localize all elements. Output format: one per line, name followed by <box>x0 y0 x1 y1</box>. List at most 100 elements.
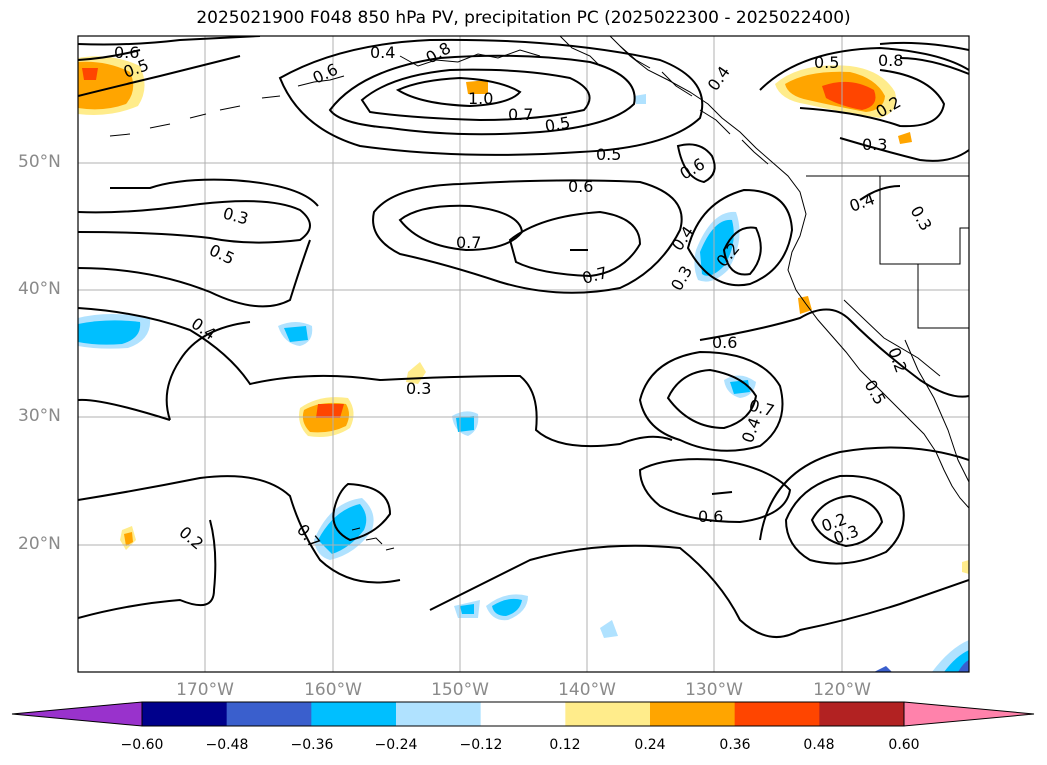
colorbar-tick: −0.24 <box>374 737 418 753</box>
contour-ring-2 <box>360 68 591 122</box>
contour-band-6 <box>78 475 401 584</box>
colorbar-tick: 0.48 <box>803 737 835 753</box>
precip-negative-se2 <box>874 666 892 672</box>
lon-label-150w: 150°W <box>431 680 489 700</box>
contour-nw-2 <box>78 36 261 46</box>
map-plot-area: 0.6 0.5 0.4 0.8 0.6 1.0 0.7 0.5 0.4 0.5 … <box>78 36 969 672</box>
precip-negative-se-dark <box>958 660 969 672</box>
colorbar-tick: −0.60 <box>120 737 164 753</box>
contour-label: 0.7 <box>456 233 481 252</box>
contour-label: 0.6 <box>712 333 737 352</box>
contour-label: 0.3 <box>862 135 887 154</box>
precip-negative-w-core <box>78 320 141 345</box>
contour-band-5 <box>165 321 251 421</box>
contour-ne-4 <box>879 41 969 75</box>
map-gridlines <box>78 36 969 672</box>
precip-small-ne <box>898 132 912 144</box>
lon-label-120w: 120°W <box>813 680 871 700</box>
precip-negative-f-core <box>700 219 734 276</box>
map-frame <box>77 35 970 673</box>
contour-band-9 <box>78 398 171 421</box>
colorbar-extend-right <box>903 701 1035 727</box>
contour-loop-se-2 <box>810 494 884 548</box>
map-title: 2025021900 F048 850 hPa PV, precipitatio… <box>196 8 851 28</box>
precip-small-a <box>466 80 488 94</box>
contour-ring-5 <box>372 179 683 294</box>
lat-label-50n: 50°N <box>18 152 61 172</box>
lon-label-160w: 160°W <box>304 680 362 700</box>
colorbar-cell <box>650 702 736 726</box>
contour-label: 0.6 <box>114 43 139 62</box>
contour-ne-3 <box>839 137 969 162</box>
colorbar-cell <box>734 702 820 726</box>
colorbar-tick: −0.12 <box>459 737 503 753</box>
colorbar-tick: 0.60 <box>888 737 920 753</box>
colorbar-cell <box>396 702 482 726</box>
contour-label: 0.5 <box>814 53 839 72</box>
contour-label: 0.5 <box>596 145 621 164</box>
contour-label: 0.4 <box>370 43 395 62</box>
colorbar-tick: 0.24 <box>634 737 666 753</box>
colorbar-cell <box>480 702 566 726</box>
contour-east-1 <box>699 308 969 398</box>
contour-band-10 <box>429 544 969 638</box>
precip-red-ne <box>822 81 876 110</box>
precip-small-d <box>798 296 812 314</box>
lon-label-140w: 140°W <box>558 680 616 700</box>
precip-negative-a-core <box>284 326 308 342</box>
contour-loop-sw-2 <box>666 368 758 430</box>
coastlines <box>109 36 969 551</box>
contour-loop-se <box>784 474 905 565</box>
contour-band-2 <box>110 178 319 207</box>
lat-label-30n: 30°N <box>18 406 61 426</box>
pv-contours <box>78 36 969 638</box>
colorbar-cells <box>141 701 905 727</box>
precip-red-mid <box>316 404 344 418</box>
lon-label-170w: 170°W <box>176 680 234 700</box>
contour-east-4 <box>722 226 762 276</box>
contour-loop-se-3 <box>759 446 969 541</box>
contour-label: 0.3 <box>406 379 431 398</box>
contour-band-7 <box>78 519 217 619</box>
contour-band-3 <box>78 239 311 308</box>
precip-negative-i <box>634 94 646 104</box>
lat-label-40n: 40°N <box>18 279 61 299</box>
contour-label: 1.0 <box>468 89 493 108</box>
colorbar-tick: 0.12 <box>549 737 581 753</box>
precip-negative-b-core <box>456 416 474 432</box>
contour-loop-sw-4 <box>711 491 733 495</box>
lon-label-130w: 130°W <box>685 680 743 700</box>
precip-negative-d-core <box>460 604 474 614</box>
contour-ne-2 <box>799 69 946 128</box>
contour-nw-3 <box>78 49 141 61</box>
precip-negative-e-core <box>492 598 522 616</box>
contour-label: 0.7 <box>508 105 533 124</box>
colorbar-cell <box>311 702 397 726</box>
precip-red-nw <box>82 68 98 80</box>
colorbar-cell <box>226 702 312 726</box>
contour-label: 0.5 <box>543 113 571 136</box>
precip-small-e <box>962 560 969 574</box>
colorbar-tick: 0.36 <box>719 737 751 753</box>
contour-east-3 <box>676 143 716 184</box>
contour-ne-1 <box>759 46 969 91</box>
contour-ring-4 <box>278 38 704 156</box>
colorbar-tick: −0.48 <box>205 737 249 753</box>
contour-ring-3 <box>395 76 522 108</box>
colorbar-extend-left <box>11 701 143 727</box>
contour-label: 0.6 <box>698 507 723 526</box>
contour-band-4 <box>78 307 673 448</box>
lat-label-20n: 20°N <box>18 534 61 554</box>
contour-band-8 <box>332 482 392 542</box>
colorbar-cell <box>142 702 228 726</box>
contour-east-2 <box>686 188 794 287</box>
contour-label: 0.6 <box>568 177 593 196</box>
precip-small-c-core <box>124 532 133 546</box>
precip-negative-c-core <box>318 504 367 554</box>
contour-ring-7 <box>508 210 642 278</box>
contour-loop-sw-3 <box>638 458 792 524</box>
contour-ne-5 <box>859 185 901 201</box>
precip-negative-h <box>600 620 618 638</box>
contour-ring-1 <box>328 54 636 136</box>
